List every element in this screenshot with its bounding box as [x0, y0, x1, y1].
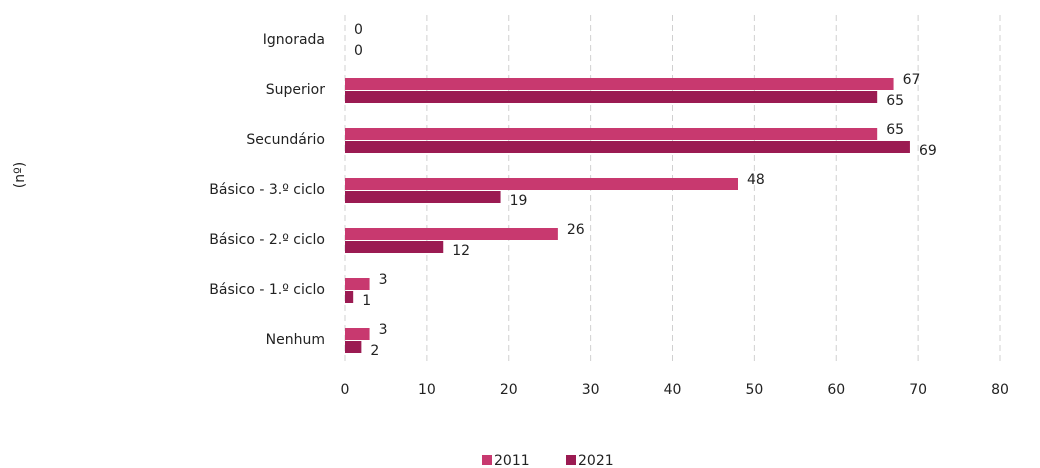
y-tick-label: Secundário	[246, 132, 325, 148]
data-label: 2	[370, 343, 379, 359]
data-label: 3	[379, 272, 388, 288]
data-label: 67	[903, 72, 921, 88]
legend-label: 2021	[578, 453, 614, 468]
x-tick-label: 50	[745, 382, 763, 398]
bar	[345, 191, 501, 203]
y-tick-label: Superior	[266, 82, 325, 98]
bar	[345, 78, 894, 90]
y-tick-label: Básico - 3.º ciclo	[209, 182, 325, 198]
bar	[345, 91, 878, 103]
x-tick-label: 40	[664, 382, 682, 398]
y-tick-label: Básico - 2.º ciclo	[209, 232, 325, 248]
data-label: 1	[362, 293, 371, 309]
y-tick-label: Básico - 1.º ciclo	[209, 282, 325, 298]
data-label: 26	[567, 222, 585, 238]
legend-swatch	[482, 455, 492, 465]
bar	[345, 141, 910, 153]
bar	[345, 241, 444, 253]
bar	[345, 228, 558, 240]
y-tick-label: Ignorada	[263, 32, 325, 48]
data-label: 19	[510, 193, 528, 209]
bar	[345, 128, 878, 140]
data-label: 65	[886, 122, 904, 138]
x-tick-label: 70	[909, 382, 927, 398]
y-tick-label: Nenhum	[266, 332, 325, 348]
bar	[345, 341, 362, 353]
x-tick-label: 30	[582, 382, 600, 398]
legend-label: 2011	[494, 453, 530, 468]
data-label: 65	[886, 93, 904, 109]
data-label: 69	[919, 143, 937, 159]
legend-swatch	[566, 455, 576, 465]
data-label: 48	[747, 172, 765, 188]
y-axis-label: (nº)	[12, 162, 28, 188]
x-tick-label: 0	[341, 382, 350, 398]
bar	[345, 278, 370, 290]
x-tick-label: 80	[991, 382, 1009, 398]
data-label: 12	[452, 243, 470, 259]
x-tick-label: 10	[418, 382, 436, 398]
bar	[345, 291, 354, 303]
data-label: 3	[379, 322, 388, 338]
bar	[345, 178, 738, 190]
x-tick-label: 60	[827, 382, 845, 398]
data-label: 0	[354, 22, 363, 38]
x-tick-label: 20	[500, 382, 518, 398]
data-label: 0	[354, 43, 363, 59]
bar	[345, 328, 370, 340]
